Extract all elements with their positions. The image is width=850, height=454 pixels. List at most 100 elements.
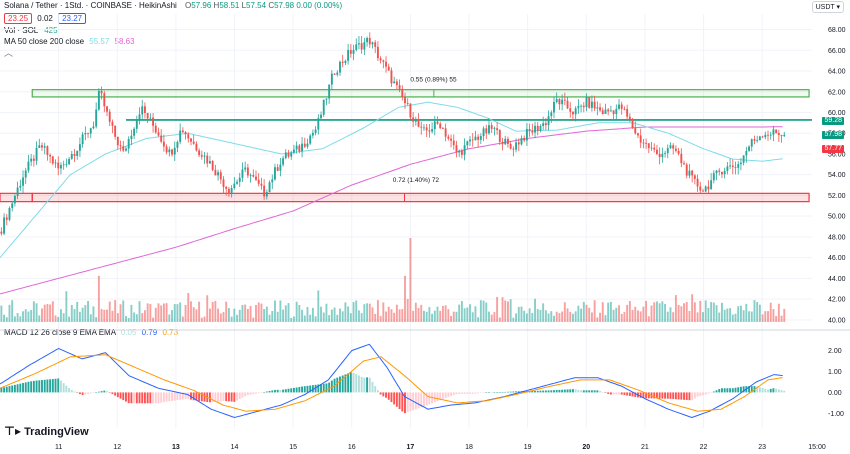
macd-histogram-bar xyxy=(376,390,379,393)
macd-histogram-bar xyxy=(566,389,569,393)
macd-histogram-bar xyxy=(246,392,249,396)
macd-histogram-bar xyxy=(32,380,35,393)
volume-bar xyxy=(607,302,610,322)
macd-histogram-bar xyxy=(504,391,507,393)
candle xyxy=(680,153,683,164)
macd-legend[interactable]: MACD 12 26 close 9 EMA EMA 0.05 0.79 0.7… xyxy=(4,328,178,338)
ma-legend[interactable]: MA 50 close 200 close 55.57 58.63 xyxy=(4,37,135,47)
candle xyxy=(723,171,726,175)
volume-bar xyxy=(599,312,601,322)
volume-bar xyxy=(274,300,276,322)
volume-bar xyxy=(769,302,772,322)
candle xyxy=(76,150,79,156)
volume-bar xyxy=(558,313,561,322)
volume-bar xyxy=(349,313,352,322)
macd-histogram-bar xyxy=(729,388,732,393)
candle xyxy=(363,42,366,50)
volume-bar xyxy=(515,313,518,322)
macd-histogram-bar xyxy=(287,388,290,393)
macd-histogram-bar xyxy=(726,388,729,393)
time-axis-label: 21 xyxy=(641,444,649,451)
candle xyxy=(244,167,247,170)
candle xyxy=(425,127,428,131)
volume-bar xyxy=(355,300,358,322)
volume-bar xyxy=(30,310,33,322)
macd-histogram-bar xyxy=(696,392,699,397)
candle xyxy=(420,126,423,128)
volume-bar xyxy=(409,238,412,322)
candle xyxy=(385,61,387,67)
candle xyxy=(127,139,130,149)
candle xyxy=(439,123,442,129)
ma50-value: 55.57 xyxy=(89,37,110,46)
candle xyxy=(653,147,656,150)
time-axis-label: 17 xyxy=(406,444,414,451)
macd-histogram-bar xyxy=(295,387,298,393)
candle xyxy=(265,192,268,197)
macd-histogram-bar xyxy=(680,392,683,400)
macd-histogram-bar xyxy=(623,392,626,396)
sell-button[interactable]: 23.25 xyxy=(4,13,33,24)
candle xyxy=(336,72,339,75)
macd-histogram-bar xyxy=(325,383,328,393)
volume-bar xyxy=(97,275,100,322)
collapse-legend-icon[interactable]: ︿ xyxy=(4,48,14,58)
candle xyxy=(238,177,241,182)
candle xyxy=(119,145,122,147)
candle xyxy=(225,186,228,189)
volume-bar xyxy=(195,309,198,322)
candle xyxy=(674,148,677,151)
volume-bar xyxy=(306,307,309,322)
volume-bar xyxy=(57,316,60,322)
candle xyxy=(22,177,24,186)
macd-histogram-bar xyxy=(712,391,715,393)
candle xyxy=(357,43,360,45)
volume-bar xyxy=(699,300,702,322)
candle xyxy=(780,135,783,137)
volume-bar xyxy=(263,309,266,322)
macd-histogram-bar xyxy=(433,392,436,403)
volume-bar xyxy=(555,311,558,322)
volume-bar xyxy=(783,308,786,322)
volume-bar xyxy=(739,305,742,322)
volume-bar xyxy=(236,314,238,322)
candle xyxy=(558,99,561,105)
candle xyxy=(168,149,171,153)
volume-bar xyxy=(133,312,136,322)
volume-bar xyxy=(767,311,769,322)
macd-histogram-bar xyxy=(81,392,84,396)
candle xyxy=(718,170,721,172)
candle xyxy=(731,165,734,168)
macd-histogram-bar xyxy=(721,388,723,393)
candle xyxy=(647,143,650,149)
macd-histogram-bar xyxy=(190,392,192,400)
candle xyxy=(173,147,176,155)
macd-histogram-bar xyxy=(211,392,214,403)
candle xyxy=(536,125,539,131)
price-axis-label: 52.00 xyxy=(828,193,846,200)
candle xyxy=(320,114,322,119)
macd-histogram-bar xyxy=(54,378,57,393)
macd-histogram-bar xyxy=(217,392,220,402)
macd-histogram-bar xyxy=(87,392,89,394)
candle xyxy=(601,110,604,115)
macd-hist-value: 0.05 xyxy=(120,328,137,337)
volume-bar xyxy=(330,309,333,322)
volume-bar xyxy=(268,314,271,322)
candle xyxy=(84,133,87,135)
candle xyxy=(745,150,748,156)
volume-bar xyxy=(498,317,501,322)
macd-histogram-bar xyxy=(658,392,661,399)
volume-legend[interactable]: Vol · SOL 425 xyxy=(4,26,58,36)
volume-bar xyxy=(176,304,179,322)
volume-bar xyxy=(217,308,220,322)
symbol-header[interactable]: Solana / Tether · 1Std. · COINBASE · Hei… xyxy=(4,1,342,11)
macd-histogram-bar xyxy=(141,392,144,404)
macd-histogram-bar xyxy=(455,392,458,395)
volume-bar xyxy=(265,306,268,322)
macd-histogram-bar xyxy=(517,391,520,393)
candle xyxy=(672,145,675,149)
currency-selector[interactable]: USDT ▾ xyxy=(811,1,844,13)
macd-histogram-bar xyxy=(16,384,19,393)
